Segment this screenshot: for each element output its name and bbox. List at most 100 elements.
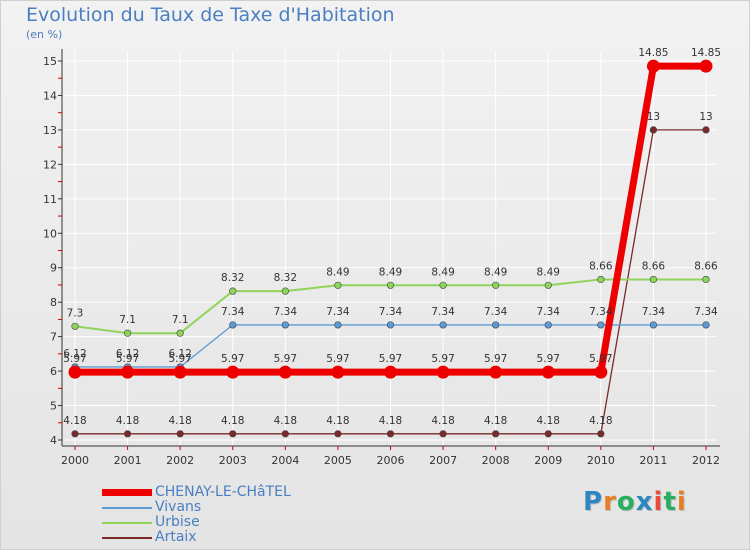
data-point [71, 430, 79, 438]
data-point [384, 365, 397, 379]
data-label: 5.97 [537, 353, 560, 365]
data-label: 8.66 [589, 260, 613, 272]
data-label: 8.49 [379, 266, 402, 278]
y-tick-label: 10 [43, 227, 57, 240]
data-label: 5.97 [274, 353, 297, 365]
brand-letter: i [676, 487, 687, 517]
x-tick-label: 2001 [114, 454, 142, 467]
brand-letter: i [653, 487, 664, 517]
data-label: 4.18 [63, 415, 86, 427]
x-tick-label: 2007 [429, 454, 457, 467]
data-label: 7.1 [119, 314, 136, 326]
legend-swatch-artaix [102, 537, 152, 539]
data-label: 7.34 [431, 306, 455, 318]
data-point [492, 430, 500, 438]
data-point [176, 329, 184, 337]
data-label: 8.49 [431, 266, 454, 278]
x-tick-label: 2000 [61, 454, 89, 467]
data-label: 7.34 [484, 306, 508, 318]
data-label: 5.97 [168, 353, 191, 365]
data-label-layer: 5.97 5.97 5.97 5.97 5.97 5.97 5.97 5.97 5.97 5.97… [63, 47, 721, 427]
legend-label-artaix: Artaix [155, 529, 197, 545]
legend-swatch-chenay [102, 489, 152, 496]
data-point [123, 430, 132, 438]
data-label: 7.34 [379, 306, 403, 318]
data-point [386, 281, 395, 289]
data-point [489, 365, 503, 379]
legend-label-chenay: CHENAY-LE-CHâTEL [155, 484, 291, 500]
data-label: 5.97 [379, 353, 402, 365]
brand-letter: r [603, 487, 617, 517]
data-label: 7.34 [221, 306, 245, 318]
chart-title: Evolution du Taux de Taxe d'Habitation [26, 4, 395, 26]
data-label: 5.97 [63, 353, 86, 365]
data-point [278, 365, 292, 379]
data-point [334, 321, 342, 329]
data-point [439, 321, 447, 329]
data-point [229, 287, 237, 295]
legend-swatch-urbise [102, 522, 152, 524]
data-point [649, 126, 658, 134]
legend-swatch-vivans [102, 507, 152, 509]
data-label: 6.12 [168, 348, 191, 360]
data-point [492, 281, 500, 289]
data-label: 4.18 [221, 415, 244, 427]
series-layer [68, 59, 713, 438]
data-label: 4.18 [537, 415, 560, 427]
data-label: 4.18 [116, 415, 139, 427]
data-point [281, 321, 289, 329]
data-point [646, 59, 660, 73]
y-tick-label: 7 [50, 331, 57, 344]
data-point [123, 329, 132, 337]
data-point [597, 321, 605, 329]
data-label: 7.34 [694, 306, 718, 318]
legend-label-urbise: Urbise [155, 514, 200, 530]
data-label: 5.97 [484, 353, 507, 365]
y-tick-label: 9 [50, 262, 57, 275]
data-label: 4.18 [589, 415, 612, 427]
data-point [702, 126, 710, 134]
data-point [281, 287, 289, 295]
data-label: 13 [699, 111, 712, 123]
data-label: 14.85 [691, 47, 721, 59]
data-label: 7.3 [67, 307, 84, 319]
data-label: 8.49 [484, 266, 507, 278]
data-point [594, 365, 608, 379]
data-point [334, 430, 342, 438]
data-point [649, 321, 658, 329]
data-label: 4.18 [168, 415, 191, 427]
data-label: 7.34 [642, 306, 666, 318]
data-label: 7.34 [274, 306, 298, 318]
data-label: 8.49 [326, 266, 349, 278]
data-point [544, 321, 552, 329]
data-point [331, 365, 345, 379]
data-point [281, 430, 289, 438]
data-label: 8.32 [221, 272, 244, 284]
data-label: 5.97 [431, 353, 454, 365]
data-label: 14.85 [638, 47, 668, 59]
data-label: 4.18 [431, 415, 454, 427]
brand-letter: t [663, 487, 677, 517]
data-point [492, 321, 500, 329]
y-tick-label: 5 [50, 400, 57, 413]
y-tick-label: 14 [43, 89, 57, 102]
x-tick-label: 2002 [166, 454, 194, 467]
data-point [121, 365, 135, 379]
data-label: 8.32 [274, 272, 297, 284]
data-label: 7.1 [172, 314, 189, 326]
data-point [597, 430, 605, 438]
data-point [544, 281, 552, 289]
data-label: 4.18 [274, 415, 297, 427]
data-point [699, 59, 713, 73]
data-point [173, 365, 187, 379]
data-label: 8.66 [642, 260, 666, 272]
data-label: 7.34 [589, 306, 613, 318]
grid-layer [65, 51, 716, 446]
data-label: 5.97 [116, 353, 139, 365]
data-label: 13 [647, 111, 660, 123]
x-tick-label: 2008 [482, 454, 510, 467]
x-tick-label: 2010 [587, 454, 615, 467]
data-point [597, 275, 605, 284]
data-label: 5.97 [221, 353, 244, 365]
